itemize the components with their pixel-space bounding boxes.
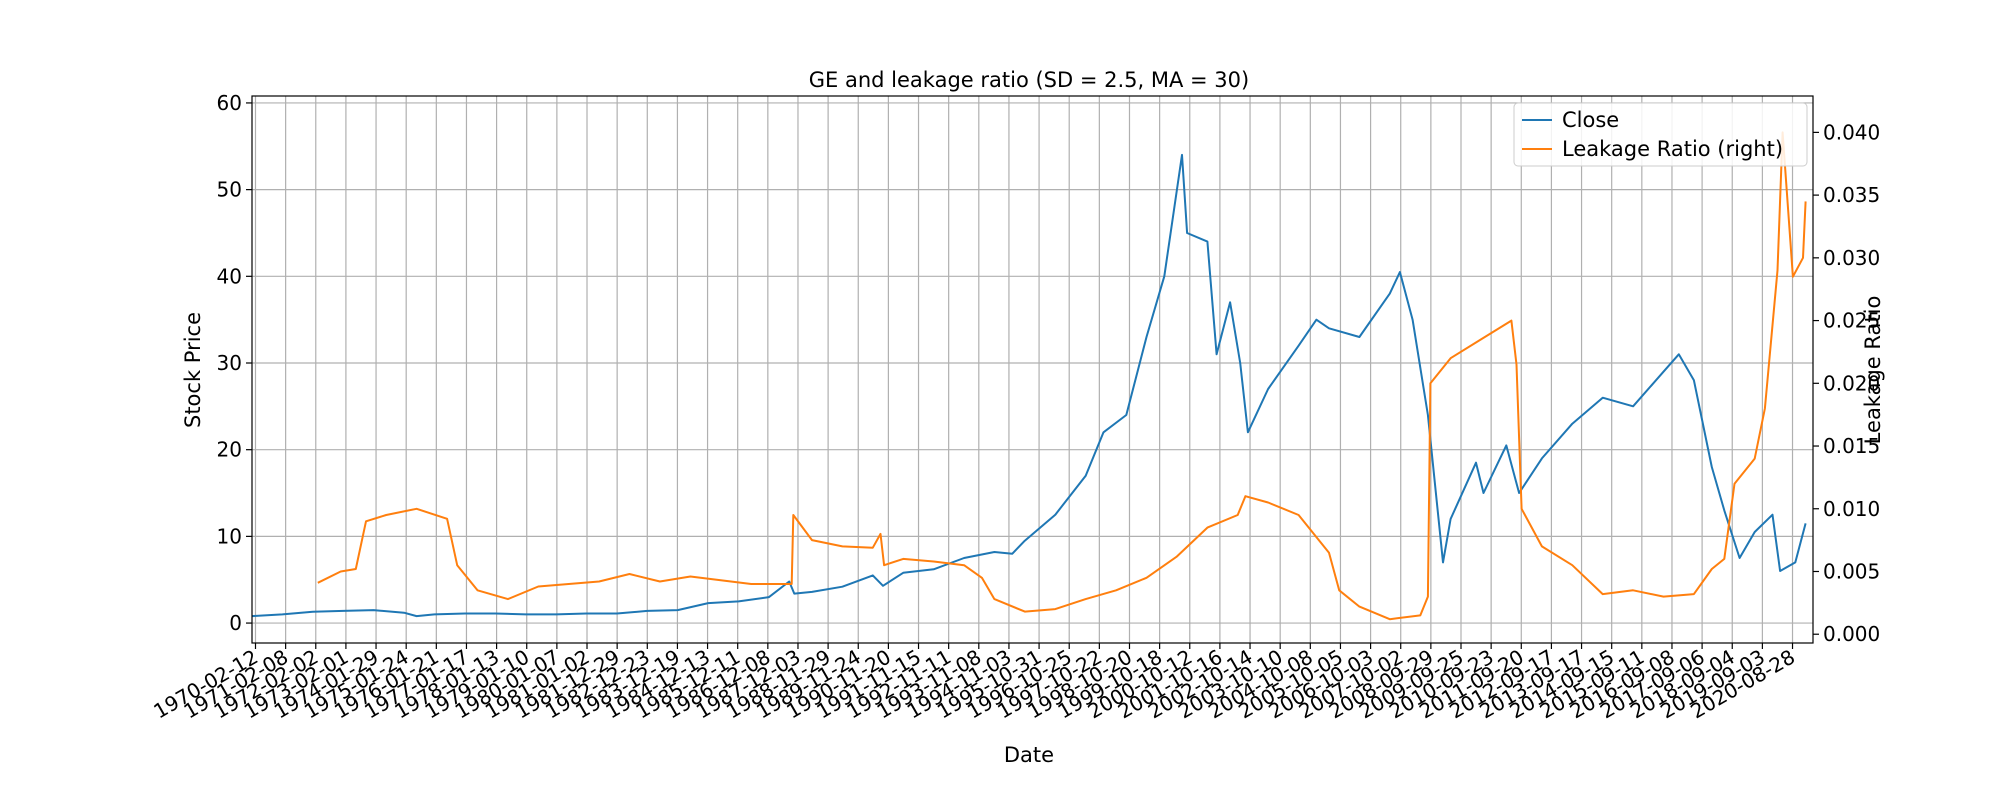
y-tick-label-left: 60 bbox=[217, 91, 242, 115]
y-tick-label-right: 0.005 bbox=[1823, 559, 1880, 583]
legend: Close Leakage Ratio (right) bbox=[1513, 102, 1808, 167]
plot-frame bbox=[251, 95, 1814, 644]
y-axis-label-right: Leakage Ratio bbox=[1861, 296, 1885, 445]
legend-label: Leakage Ratio (right) bbox=[1562, 137, 1783, 161]
left-y-axis: 0 10 20 30 40 50 60 bbox=[217, 91, 252, 635]
y-tick-label-right: 0.030 bbox=[1823, 246, 1880, 270]
legend-label: Close bbox=[1562, 108, 1619, 132]
y-tick-label-left: 30 bbox=[217, 351, 242, 375]
y-tick-label-left: 40 bbox=[217, 264, 242, 288]
legend-box bbox=[1513, 102, 1808, 167]
series-line-close bbox=[252, 153, 1807, 618]
y-axis-label-left: Stock Price bbox=[181, 312, 205, 428]
y-tick-label-right: 0.020 bbox=[1823, 371, 1880, 395]
y-tick-label-left: 0 bbox=[229, 611, 242, 635]
right-y-axis: 0.000 0.005 0.010 0.015 0.020 0.025 0.030 0.035… bbox=[1813, 120, 1880, 646]
x-axis: 1970-02-121971-02-081972-02-021973-02-01… bbox=[149, 643, 1799, 723]
x-axis-label: Date bbox=[1004, 743, 1054, 767]
y-tick-label-right: 0.035 bbox=[1823, 183, 1880, 207]
y-tick-label-right: 0.000 bbox=[1823, 622, 1880, 646]
y-tick-label-right: 0.025 bbox=[1823, 309, 1880, 333]
y-tick-label-left: 10 bbox=[217, 524, 242, 548]
y-tick-label-right: 0.015 bbox=[1823, 434, 1880, 458]
series-layer bbox=[252, 131, 1807, 621]
y-tick-label-left: 20 bbox=[217, 438, 242, 462]
y-tick-label-left: 50 bbox=[217, 178, 242, 202]
y-tick-label-right: 0.010 bbox=[1823, 497, 1880, 521]
series-line-leakage-ratio bbox=[317, 131, 1807, 621]
y-tick-label-right: 0.040 bbox=[1823, 120, 1880, 144]
chart-title: GE and leakage ratio (SD = 2.5, MA = 30) bbox=[809, 68, 1249, 92]
